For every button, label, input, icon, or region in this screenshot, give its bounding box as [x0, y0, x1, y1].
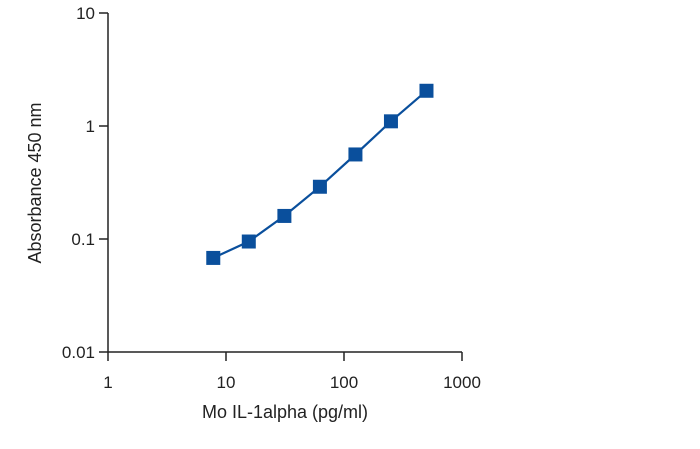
data-point: [312, 179, 327, 194]
x-tick-label: 1000: [443, 373, 481, 392]
x-ticks: 1 10 100 1000: [103, 352, 481, 392]
x-tick-label: 10: [217, 373, 236, 392]
data-point: [206, 250, 221, 265]
axes: [107, 13, 462, 353]
data-point: [348, 147, 363, 162]
data-point: [383, 114, 398, 129]
y-tick-label: 0.1: [71, 230, 95, 249]
series-markers: [206, 83, 434, 265]
y-tick-label: 0.01: [62, 343, 95, 362]
x-tick-label: 1: [103, 373, 112, 392]
data-point: [241, 234, 256, 249]
y-tick-label: 1: [86, 117, 95, 136]
y-ticks: 0.01 0.1 1 10: [62, 4, 108, 362]
y-axis-label: Absorbance 450 nm: [25, 102, 45, 263]
y-tick-label: 10: [76, 4, 95, 23]
x-tick-label: 100: [330, 373, 358, 392]
data-point: [419, 83, 434, 98]
x-axis-label: Mo IL-1alpha (pg/ml): [202, 402, 368, 422]
data-point: [277, 208, 292, 223]
